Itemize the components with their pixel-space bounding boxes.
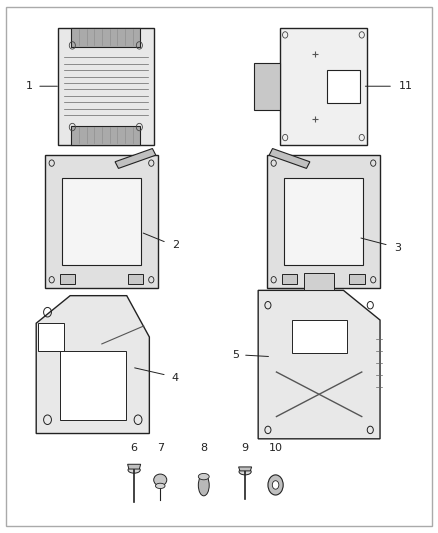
Ellipse shape bbox=[239, 469, 251, 475]
Polygon shape bbox=[304, 272, 334, 290]
Polygon shape bbox=[239, 467, 252, 471]
Ellipse shape bbox=[268, 475, 283, 495]
Text: 1: 1 bbox=[26, 81, 33, 91]
Polygon shape bbox=[45, 155, 158, 288]
Polygon shape bbox=[327, 70, 360, 102]
Polygon shape bbox=[267, 155, 380, 288]
Polygon shape bbox=[71, 126, 140, 144]
Ellipse shape bbox=[198, 474, 209, 496]
Text: 9: 9 bbox=[241, 443, 249, 453]
Polygon shape bbox=[115, 149, 156, 168]
Text: 2: 2 bbox=[172, 240, 179, 251]
Ellipse shape bbox=[272, 481, 279, 489]
Text: 11: 11 bbox=[399, 81, 413, 91]
Ellipse shape bbox=[198, 473, 209, 480]
Ellipse shape bbox=[155, 483, 165, 489]
Text: 7: 7 bbox=[157, 443, 164, 453]
Ellipse shape bbox=[154, 474, 167, 486]
Text: 10: 10 bbox=[268, 443, 283, 453]
Text: 5: 5 bbox=[232, 350, 239, 360]
Polygon shape bbox=[350, 274, 365, 284]
Text: 3: 3 bbox=[394, 243, 401, 253]
Polygon shape bbox=[60, 351, 126, 419]
Text: 8: 8 bbox=[200, 443, 207, 453]
Polygon shape bbox=[280, 28, 367, 144]
Polygon shape bbox=[127, 274, 143, 284]
Polygon shape bbox=[269, 149, 310, 168]
Polygon shape bbox=[39, 323, 64, 351]
Ellipse shape bbox=[128, 467, 140, 473]
Polygon shape bbox=[71, 28, 140, 46]
Polygon shape bbox=[258, 290, 380, 439]
Text: 4: 4 bbox=[172, 373, 179, 383]
Polygon shape bbox=[62, 179, 141, 264]
Polygon shape bbox=[254, 63, 280, 110]
Polygon shape bbox=[60, 274, 75, 284]
Polygon shape bbox=[58, 28, 154, 144]
Polygon shape bbox=[284, 179, 363, 264]
Polygon shape bbox=[127, 464, 141, 469]
Polygon shape bbox=[36, 296, 149, 433]
Text: 6: 6 bbox=[131, 443, 138, 453]
Polygon shape bbox=[292, 320, 346, 353]
Polygon shape bbox=[282, 274, 297, 284]
